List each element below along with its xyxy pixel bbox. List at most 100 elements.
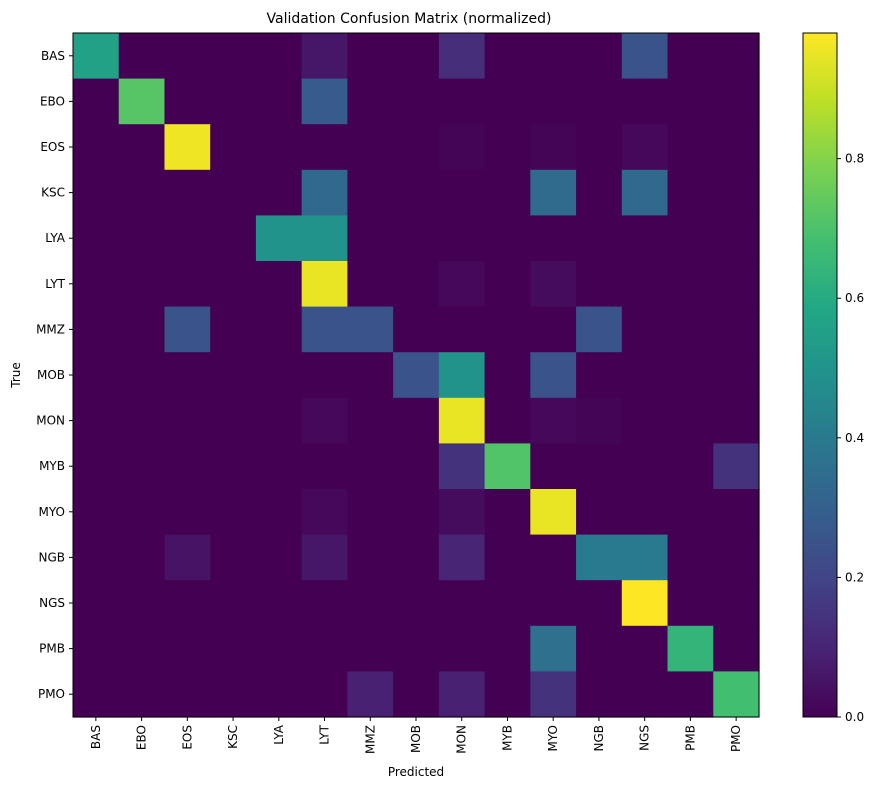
heatmap-cell [484,306,531,353]
heatmap-cell [576,443,623,490]
heatmap-cell [255,580,303,627]
y-tick-label: NGB [38,550,65,564]
heatmap-cell [713,443,760,490]
heatmap-cell [667,33,714,80]
heatmap-cell [301,489,348,536]
heatmap-cell [713,124,760,171]
heatmap-cell [255,443,303,490]
heatmap-cell [118,33,166,80]
heatmap-cell [530,78,577,125]
heatmap-cell [530,443,577,490]
heatmap-cell [164,352,211,399]
heatmap-cell [667,671,714,718]
heatmap-cell [621,534,669,581]
heatmap-cell [438,33,486,80]
colorbar-tick-label: 0.6 [845,291,864,305]
heatmap-cell [713,625,760,672]
heatmap-cell [73,306,120,353]
heatmap-cell [164,489,211,536]
heatmap-cell [301,397,348,444]
heatmap-cell [118,397,166,444]
heatmap-cell [484,352,531,399]
heatmap-cell [438,352,486,399]
heatmap-cell [484,671,531,718]
heatmap-cell [73,534,120,581]
x-tick-label: PMB [683,725,697,751]
heatmap-cell [438,397,486,444]
heatmap-cell [621,306,669,353]
heatmap-cell [484,215,531,262]
heatmap-cell [576,534,623,581]
heatmap-cell [713,78,760,125]
x-tick-label: KSC [226,725,240,749]
heatmap-cell [576,215,623,262]
heatmap-cell [621,397,669,444]
heatmap-cell [73,580,120,627]
heatmap-cell [576,397,623,444]
heatmap-cell [530,397,577,444]
y-tick-label: LYA [45,231,65,245]
heatmap-cell [164,306,211,353]
heatmap-cell [576,169,623,216]
colorbar-tick-label: 0.2 [845,570,864,584]
heatmap-cell [393,169,440,216]
heatmap-cell [255,124,303,171]
heatmap-cell [73,489,120,536]
heatmap-cell [713,352,760,399]
heatmap-cell [210,352,257,399]
heatmap-cell [210,534,257,581]
heatmap-cell [576,625,623,672]
heatmap-cell [210,580,257,627]
heatmap-cell [393,78,440,125]
x-axis-ticks: BAS EBO EOS KSC LYA LYT MMZ MOB MON MYB MYO NGB NGS P… [89,717,743,754]
heatmap-cell [118,215,166,262]
heatmap-cell [210,397,257,444]
heatmap-cell [210,33,257,80]
heatmap-cell [73,443,120,490]
heatmap-cell [347,78,394,125]
heatmap-cell [530,534,577,581]
heatmap-cell [347,625,394,672]
heatmap-cell [301,78,348,125]
heatmap-cell [393,215,440,262]
heatmap-cell [301,215,348,262]
y-tick-label: MON [36,414,65,428]
x-tick-label: LYA [272,724,286,744]
x-tick-label: LYT [318,724,332,744]
heatmap-cell [667,625,714,672]
heatmap-cell [347,443,394,490]
heatmap-cell [347,352,394,399]
heatmap-cell [164,169,211,216]
heatmap-cell [118,352,166,399]
heatmap-cell [255,78,303,125]
heatmap-cell [438,169,486,216]
heatmap-cell [73,78,120,125]
heatmap-cell [530,625,577,672]
heatmap-cell [73,124,120,171]
x-tick-label: MYB [500,725,514,751]
heatmap-cell [484,169,531,216]
heatmap-cell [164,671,211,718]
heatmap-cells [73,33,760,718]
heatmap-cell [393,580,440,627]
colorbar-tick-label: 0.0 [845,710,864,724]
heatmap-cell [73,33,120,80]
heatmap-cell [73,352,120,399]
heatmap-cell [301,443,348,490]
heatmap-cell [347,124,394,171]
heatmap-cell [255,352,303,399]
heatmap-cell [255,169,303,216]
heatmap-cell [393,306,440,353]
heatmap-cell [393,489,440,536]
heatmap-cell [621,580,669,627]
heatmap-cell [484,124,531,171]
heatmap-cell [484,534,531,581]
heatmap-cell [438,124,486,171]
x-tick-label: BAS [89,725,103,749]
heatmap-cell [438,534,486,581]
heatmap-cell [118,580,166,627]
heatmap-cell [393,352,440,399]
y-tick-label: PMB [39,642,65,656]
x-tick-label: MOB [409,725,423,753]
